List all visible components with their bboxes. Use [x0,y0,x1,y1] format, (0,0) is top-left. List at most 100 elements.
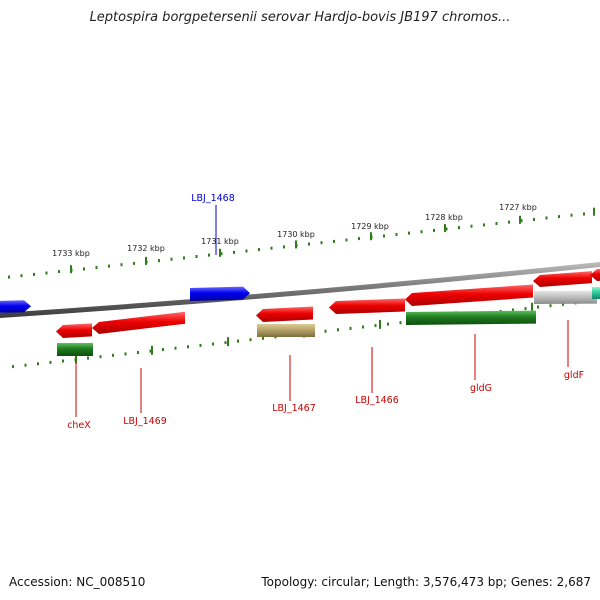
scale-tick-major [227,337,229,347]
scale-tick-minor [99,355,102,359]
gene-reverse [329,298,405,314]
scale-tick-minor [558,215,560,219]
scale-tick-minor [324,329,327,333]
map-title: Leptospira borgpetersenii serovar Hardjo… [89,10,511,25]
scale-tick-major [531,302,533,312]
scale-tick-minor [8,275,10,279]
scale-tick-minor [512,308,514,312]
scale-tick-minor [37,362,39,366]
gene-label: LBJ_1469 [123,416,167,427]
scale-tick-minor [545,216,548,220]
scale-tick-minor [237,339,239,343]
scale-tick-minor [158,259,160,263]
scale-tick-minor [549,304,552,308]
scale-tick-minor [458,226,460,230]
scale-tick-major [444,224,446,233]
gene-label: LBJ_1466 [355,395,399,406]
scale-tick-minor [20,274,23,278]
scale-tick-minor [349,326,352,330]
scale-tick-minor [570,213,573,217]
scale-tick-minor [383,234,385,238]
scale-tick-minor [24,363,27,367]
scale-tick-major [70,265,72,274]
scale-tick-minor [187,345,189,349]
scale-tick-minor [133,261,135,265]
scale-tick-minor [137,351,139,354]
scale-tick-minor [537,305,539,309]
scale-tick-minor [208,253,210,257]
scale-tick-minor [420,230,423,234]
scale-tick-minor [212,342,214,346]
scale-tick-minor [483,223,485,227]
scale-tick-major [75,354,77,364]
scale-tick-minor [124,352,127,356]
scale-label: 1727 kbp [499,203,537,212]
cds-block [406,310,536,325]
scale-tick-major [593,207,595,216]
accession-text: Accession: NC_008510 [9,575,146,589]
scale-tick-minor [245,249,248,253]
scale-tick-minor [270,246,273,250]
scale-tick-minor [445,227,448,231]
scale-tick-major [219,248,221,257]
gene-label: cheX [67,420,91,431]
scale-tick-major [145,256,147,265]
scale-tick-minor [470,224,473,228]
scale-tick-minor [162,348,164,352]
scale-tick-minor [362,325,364,329]
gene-reverse [533,271,592,287]
scale-tick-minor [333,239,335,243]
gene-forward [0,300,31,313]
scale-label: 1731 kbp [201,237,239,246]
scale-tick-minor [183,256,185,260]
scale-tick-minor [533,217,535,221]
scale-tick-minor [337,328,339,332]
scale-tick-minor [345,238,348,242]
gene-label: LBJ_1468 [191,193,235,204]
scale-tick-minor [320,241,323,245]
scale-label: 1732 kbp [127,244,165,253]
scale-tick-minor [283,245,285,249]
gene-label: gldF [564,370,584,381]
scale-tick-minor [399,321,402,325]
scale-tick-minor [524,307,527,311]
chromosome-backbone [0,262,600,318]
scale-tick-major [295,240,297,249]
scale-tick-minor [258,248,260,252]
scale-tick-minor [508,220,510,224]
scale-tick-minor [149,349,152,353]
scale-tick-minor [58,270,60,274]
scale-tick-minor [387,322,389,326]
cds-block [57,343,93,356]
scale-tick-minor [233,250,235,254]
gene-reverse [92,311,185,334]
scale-tick-minor [33,272,35,276]
scale-tick-minor [199,343,202,347]
scale-tick-minor [112,353,114,357]
scale-tick-minor [220,252,223,256]
cds-block [257,324,315,337]
scale-tick-minor [395,233,398,236]
scale-tick-major [370,232,372,241]
scale-tick-minor [195,255,198,258]
scale-tick-minor [262,336,264,340]
gene-label: gldG [470,383,492,394]
scale-tick-minor [108,264,110,268]
scale-tick-minor [358,237,360,241]
scale-tick-minor [224,341,227,345]
scale-tick-major [151,345,153,355]
gene-forward [190,286,250,301]
scale-tick-minor [374,324,377,328]
scale-label: 1728 kbp [425,213,463,222]
scale-tick-minor [83,267,85,271]
gene-reverse [56,323,92,338]
gene-reverse [590,268,600,281]
scale-tick-minor [583,212,585,216]
scale-tick-minor [562,302,564,306]
cds-block [592,287,600,299]
scale-tick-minor [174,346,177,350]
scale-tick-minor [120,263,123,267]
scale-tick-minor [308,242,310,246]
scale-label: 1730 kbp [277,230,315,239]
